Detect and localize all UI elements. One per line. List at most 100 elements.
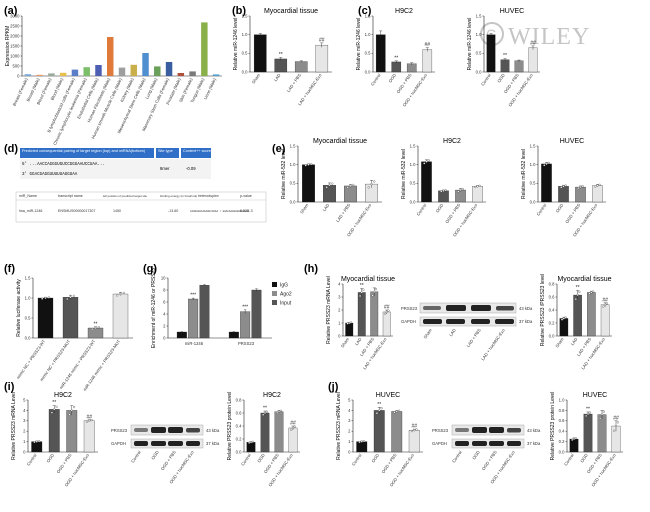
y-tick-label: 0.0 bbox=[549, 333, 555, 338]
data-point bbox=[457, 190, 460, 193]
data-point bbox=[251, 440, 254, 443]
y-tick-label: 0.8 bbox=[549, 281, 555, 286]
x-tick-label: OGD bbox=[496, 73, 506, 84]
significance-mark: ** bbox=[586, 406, 590, 412]
bar bbox=[558, 186, 569, 203]
x-tick-label: PRSS23 bbox=[238, 341, 255, 346]
bar bbox=[421, 161, 432, 203]
y-tick-label: 1 bbox=[348, 439, 351, 444]
bar bbox=[500, 59, 510, 73]
data-point bbox=[70, 409, 73, 412]
data-point bbox=[425, 160, 428, 163]
bar bbox=[48, 409, 60, 453]
data-point bbox=[545, 162, 548, 165]
y-tick-label: 3 bbox=[338, 294, 341, 299]
chart-title: Myocardial tissue bbox=[313, 138, 367, 145]
blot-j-size-2: 37 kDa bbox=[527, 441, 541, 446]
y-tick-label: 2500 bbox=[10, 23, 20, 28]
y-axis-label: Relative miR-532 level bbox=[401, 149, 407, 199]
y-tick-label: 1.5 bbox=[290, 143, 296, 148]
y-tick-label: 0.0 bbox=[25, 335, 31, 340]
y-tick-label: 1 bbox=[23, 439, 26, 444]
chart-title: H9C2 bbox=[263, 392, 281, 399]
bar bbox=[260, 412, 270, 453]
data-point bbox=[590, 291, 593, 294]
data-point bbox=[562, 317, 565, 320]
y-tick-label: 0.0 bbox=[410, 199, 416, 204]
y-tick-label: 0.0 bbox=[476, 69, 482, 74]
data-point bbox=[459, 189, 462, 192]
bar bbox=[486, 34, 496, 73]
significance-mark: ## bbox=[384, 305, 390, 311]
y-axis-label: Expression RPKM bbox=[5, 26, 11, 67]
panel-label-h: (h) bbox=[304, 263, 318, 275]
bar-ago2 bbox=[240, 311, 251, 339]
y-tick-label: 6 bbox=[163, 299, 166, 304]
data-point bbox=[571, 438, 574, 441]
data-point bbox=[68, 413, 71, 416]
data-point bbox=[249, 441, 253, 444]
blot-h-lane-1: Sham bbox=[422, 327, 433, 339]
watermark-text: WILEY bbox=[508, 24, 590, 50]
y-tick-label: 1.0 bbox=[476, 32, 482, 37]
chart-title: HUVEC bbox=[500, 8, 525, 15]
y-tick-label: 3000 bbox=[10, 13, 20, 18]
data-point bbox=[474, 185, 477, 189]
bar-input bbox=[251, 289, 262, 339]
bar bbox=[408, 430, 420, 453]
bar bbox=[288, 427, 298, 453]
x-tick-label: OGD + PBS bbox=[564, 203, 581, 225]
data-point bbox=[122, 291, 125, 294]
data-point bbox=[578, 290, 581, 293]
panel-label-e: (e) bbox=[272, 143, 286, 155]
data-point bbox=[50, 411, 53, 414]
y-tick-label: 2 bbox=[23, 429, 26, 434]
x-tick-label: Control bbox=[351, 453, 363, 467]
data-point bbox=[564, 184, 567, 187]
panel-label-a: (a) bbox=[4, 5, 18, 17]
bar bbox=[373, 410, 385, 453]
significance-mark: ** bbox=[94, 321, 98, 327]
chart-title: H9C2 bbox=[443, 138, 461, 145]
western-blot-j: PRSS23 GAPDH 43 kDa 37 kDa Control OGD O… bbox=[432, 424, 541, 485]
chart-a: 0 500 1000 1500 2000 2500 3000 Expression RPKM B… bbox=[5, 13, 222, 146]
data-point bbox=[442, 189, 445, 192]
y-tick-label: 0.0 bbox=[559, 449, 565, 454]
y-tick-label: 10 bbox=[161, 275, 166, 280]
chart-title: H9C2 bbox=[395, 8, 413, 15]
binding-header-1: miR_Name bbox=[19, 194, 37, 198]
data-point bbox=[427, 159, 430, 162]
data-point bbox=[69, 296, 72, 299]
blot-i-size-1: 43 kDa bbox=[206, 428, 220, 433]
binding-header-6: p-value bbox=[240, 194, 252, 198]
y-tick-label: 0.0 bbox=[365, 69, 371, 74]
pairing-bottom-seq: 3' GGACGAGGUUUUUAGGUAA bbox=[22, 172, 78, 177]
y-axis-label: Relative miR-1246 level bbox=[233, 18, 239, 71]
y-tick-label: 3 bbox=[23, 418, 26, 423]
data-point bbox=[359, 294, 362, 298]
data-point bbox=[331, 182, 334, 185]
data-point bbox=[384, 312, 387, 315]
data-point bbox=[349, 321, 352, 324]
y-tick-label: 1.5 bbox=[25, 275, 31, 280]
y-tick-label: 0.5 bbox=[242, 51, 248, 56]
data-point bbox=[562, 185, 565, 188]
chart-title: Myocardial tissue bbox=[264, 8, 318, 15]
y-tick-label: 1.0 bbox=[365, 32, 371, 37]
data-point bbox=[579, 186, 582, 189]
x-tick-label: miR-1246 bbox=[185, 341, 204, 346]
data-point bbox=[378, 409, 381, 412]
x-tick-label: Control bbox=[26, 453, 38, 467]
blot-i-lane-2: OGD bbox=[150, 450, 160, 461]
pairing-score: -0.09 bbox=[186, 166, 196, 171]
x-tick-label: OGD bbox=[555, 203, 565, 214]
x-tick-label: LAD + PBS bbox=[286, 73, 302, 93]
y-tick-label: 500 bbox=[13, 63, 21, 68]
data-point bbox=[371, 294, 374, 297]
binding-header-4: binding energy (in Kcal/mol) bbox=[160, 194, 197, 198]
x-tick-label: OGD bbox=[370, 453, 380, 464]
data-point bbox=[360, 291, 363, 294]
y-tick-label: 0.4 bbox=[236, 423, 242, 428]
binding-header-3: left position of predicted target site bbox=[103, 194, 147, 198]
